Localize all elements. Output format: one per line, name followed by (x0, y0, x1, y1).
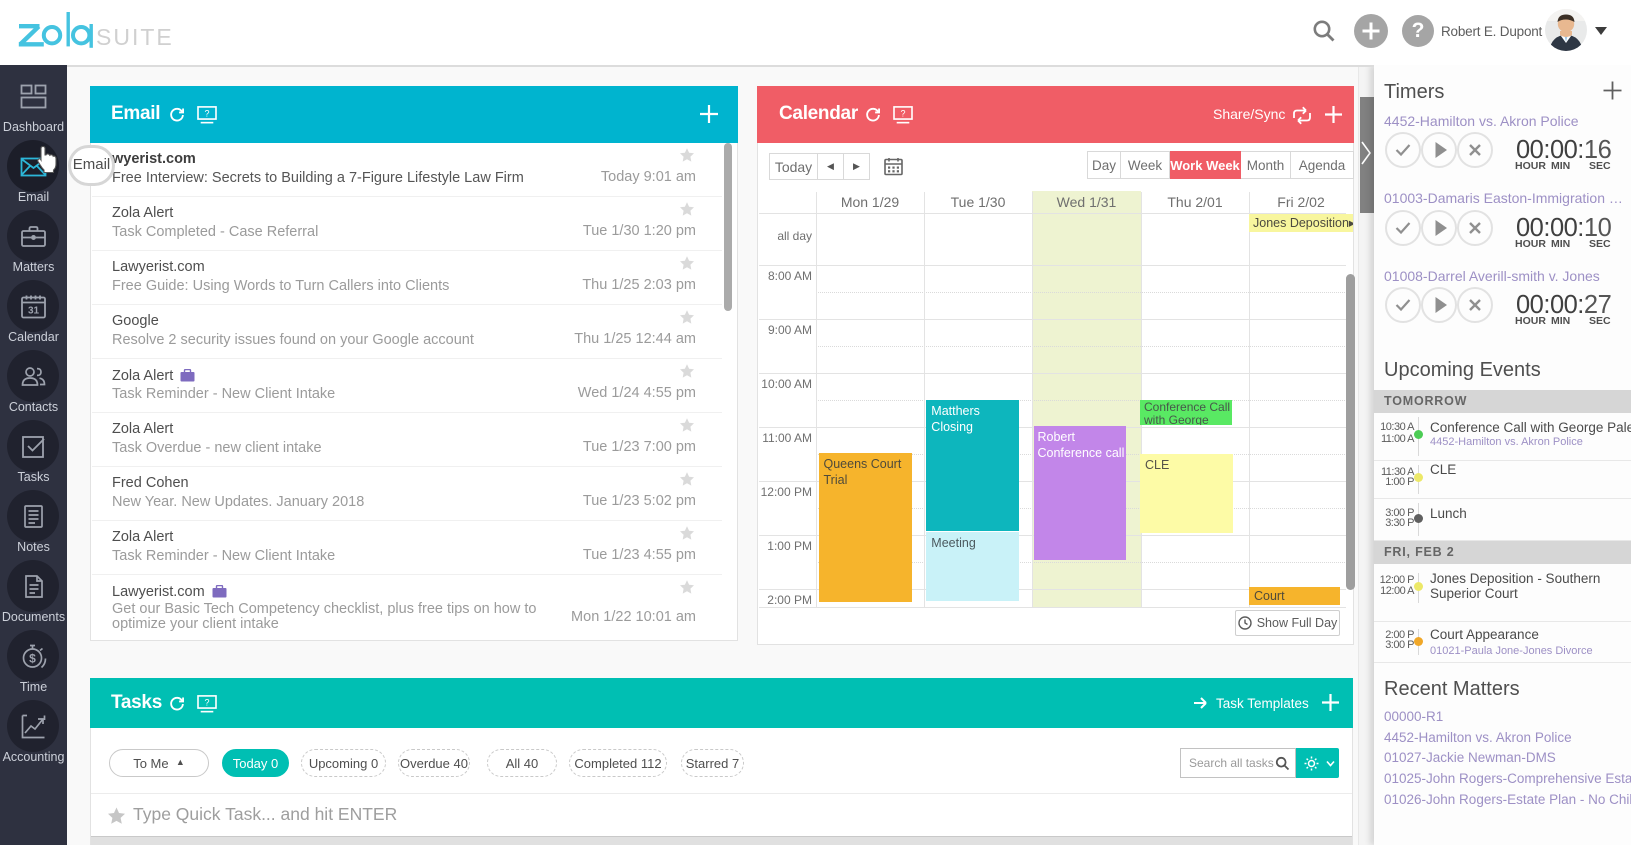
svg-text:$: $ (29, 651, 36, 665)
svg-text:?: ? (204, 697, 209, 707)
svg-text:?: ? (204, 108, 209, 118)
svg-text:?: ? (900, 108, 905, 118)
svg-text:31: 31 (28, 305, 40, 316)
